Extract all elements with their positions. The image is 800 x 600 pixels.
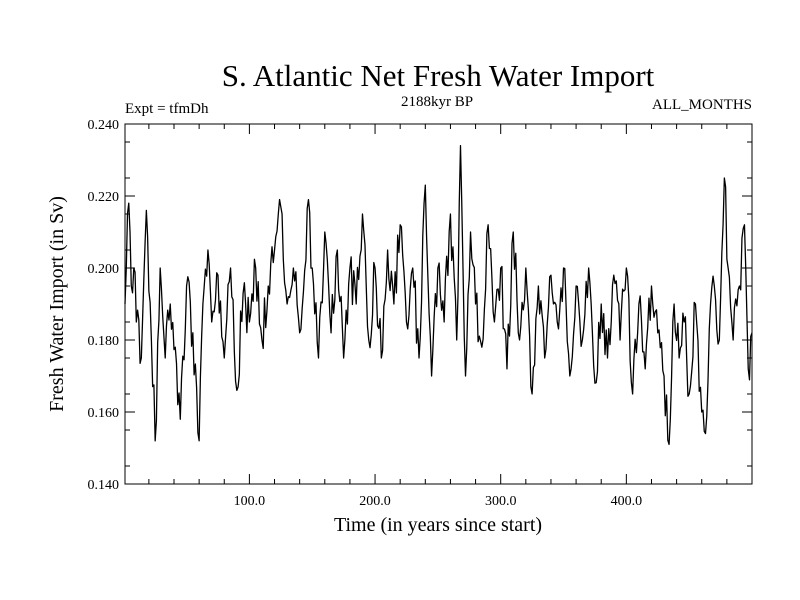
y-tick-label: 0.200 <box>88 262 120 277</box>
y-tick-label: 0.160 <box>88 406 120 421</box>
months-label: ALL_MONTHS <box>652 97 752 113</box>
period-label: 2188kyr BP <box>401 94 473 110</box>
x-tick-label: 400.0 <box>611 494 643 509</box>
chart-title: S. Atlantic Net Fresh Water Import <box>222 58 655 93</box>
y-axis-label: Fresh Water Import (in Sv) <box>46 196 68 412</box>
experiment-label: Expt = tfmDh <box>125 101 209 117</box>
x-tick-label: 200.0 <box>359 494 391 509</box>
y-tick-labels: 0.140 0.160 0.180 0.200 0.220 0.240 <box>88 118 120 493</box>
axis-ticks <box>125 123 752 485</box>
y-tick-label: 0.240 <box>88 118 120 133</box>
x-tick-label: 100.0 <box>234 494 266 509</box>
y-tick-label: 0.140 <box>88 478 120 493</box>
x-axis-label: Time (in years since start) <box>334 514 542 536</box>
y-tick-label: 0.220 <box>88 190 120 205</box>
x-tick-label: 300.0 <box>485 494 517 509</box>
x-tick-labels: 100.0 200.0 300.0 400.0 <box>234 494 642 509</box>
series-line-fresh-water-import <box>124 144 753 446</box>
y-tick-label: 0.180 <box>88 334 120 349</box>
